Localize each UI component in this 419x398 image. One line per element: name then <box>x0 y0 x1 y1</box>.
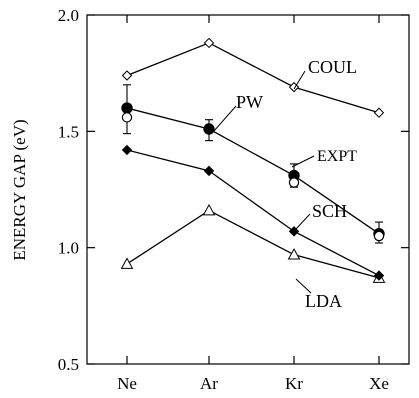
data-point-coul <box>373 107 385 118</box>
pointer-expt <box>291 155 315 168</box>
series-label-pw: PW <box>236 92 263 112</box>
series-label-expt: EXPT <box>317 148 357 165</box>
data-point-sch <box>121 144 133 156</box>
y-tick-label: 2.0 <box>58 6 79 25</box>
data-point-pw <box>121 102 133 114</box>
data-point-sch <box>203 165 215 177</box>
data-point-expt <box>121 112 133 123</box>
data-point-coul <box>121 70 133 81</box>
x-tick-label: Ne <box>117 374 137 393</box>
data-point-lda <box>287 248 301 260</box>
x-tick-label: Ar <box>200 374 218 393</box>
series-line-lda <box>126 209 380 279</box>
x-tick-label: Kr <box>285 374 303 393</box>
series-line-sch <box>126 149 380 277</box>
series-line-coul <box>126 42 380 114</box>
data-point-sch <box>373 270 385 281</box>
data-point-expt <box>373 230 385 242</box>
data-point-lda <box>202 203 216 216</box>
series-label-coul: COUL <box>308 57 357 77</box>
y-tick-label: 0.5 <box>58 355 79 374</box>
pointer-sch <box>295 213 311 230</box>
data-point-coul <box>203 37 215 49</box>
y-axis-label: ENERGY GAP (eV) <box>10 119 29 260</box>
y-tick-label: 1.0 <box>58 239 79 258</box>
series-label-lda: LDA <box>305 291 342 311</box>
pointer-pw <box>213 105 237 132</box>
data-point-pw <box>203 123 215 135</box>
pointer-coul <box>293 70 306 90</box>
series-line-pw <box>126 107 380 235</box>
y-tick-label: 1.5 <box>58 122 79 141</box>
pointer-lda <box>295 278 312 294</box>
plot-frame <box>86 14 410 365</box>
x-tick-label: Xe <box>369 374 389 393</box>
data-point-lda <box>120 257 134 269</box>
data-point-expt <box>288 177 300 188</box>
series-label-sch: SCH <box>312 201 347 221</box>
